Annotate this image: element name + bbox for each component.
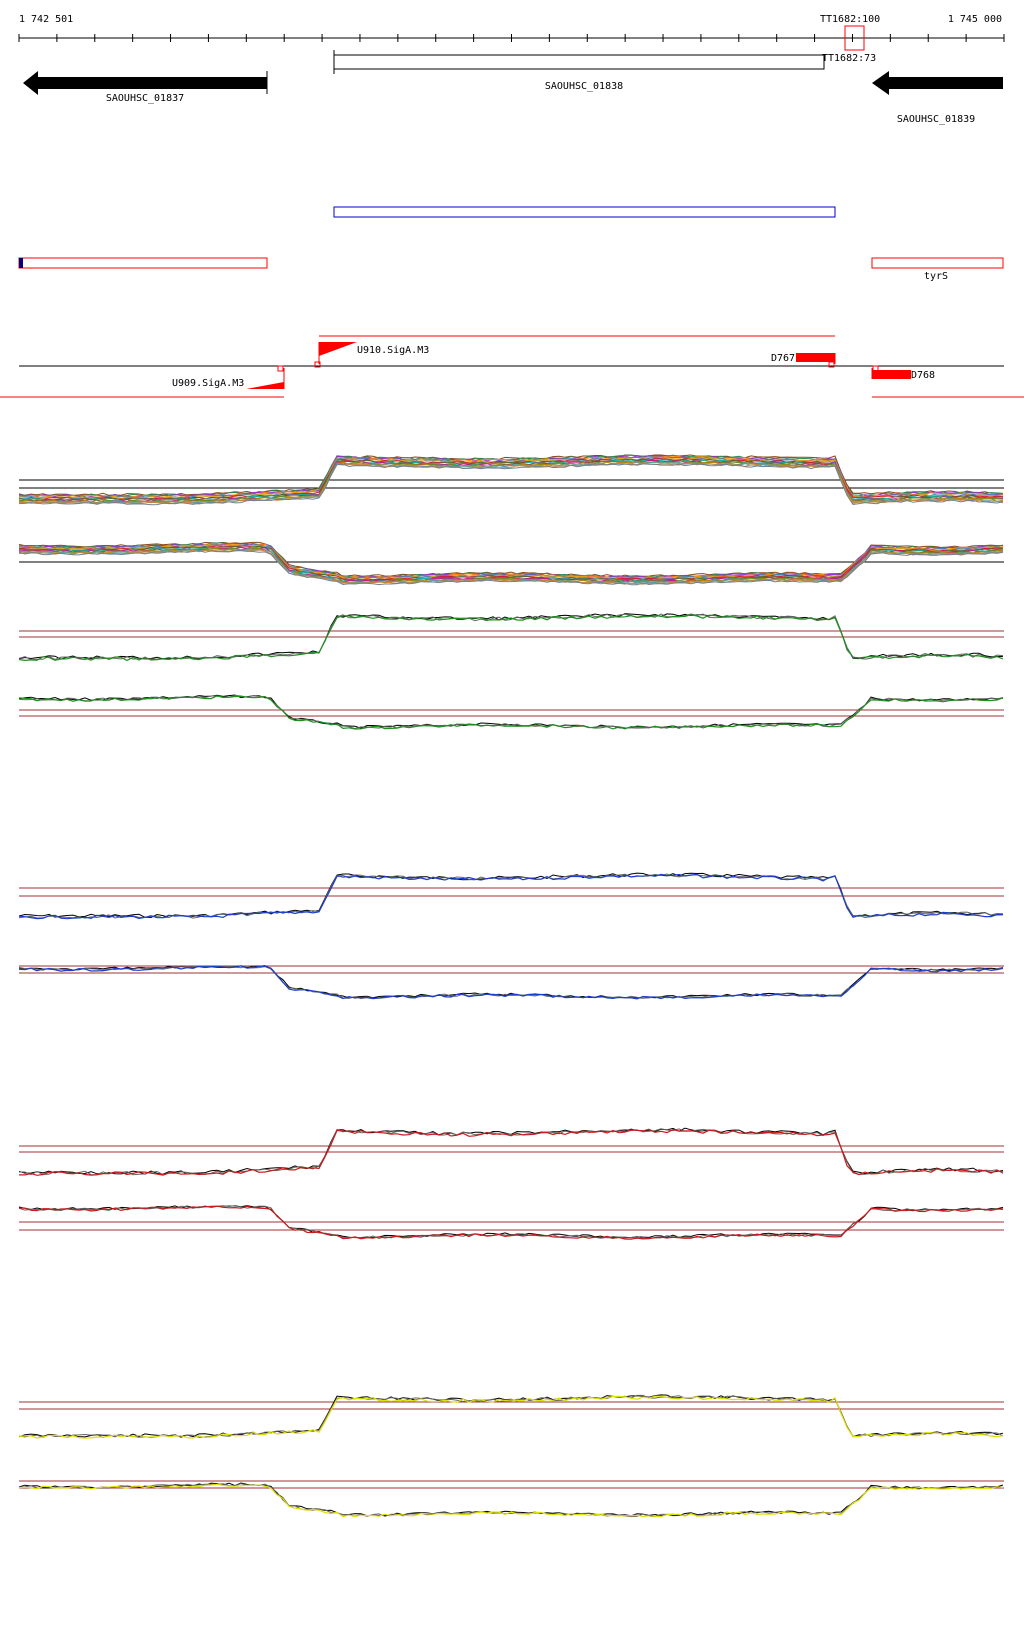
profile-panel-green-plus	[18, 613, 1004, 662]
promoter-u909[interactable]	[246, 382, 284, 389]
terminator-d767-anchor	[828, 361, 835, 368]
red-feature-marker	[19, 258, 23, 268]
promoter-terminator-track: U910.SigA.M3 U909.SigA.M3 D767 D768	[0, 335, 1024, 398]
profile-panel-multi-plus	[18, 454, 1004, 506]
profile-series-line	[18, 545, 1004, 582]
tyrs-label: tyrS	[924, 271, 948, 282]
gene-label-1839: SAOUHSC_01839	[897, 114, 975, 125]
red-feature-box-left[interactable]	[18, 257, 268, 269]
terminator-label-d767: D767	[771, 353, 795, 364]
operon-box-blue[interactable]	[333, 206, 836, 218]
terminator-d768-anchor	[872, 365, 879, 372]
ruler-end-label: 1 745 000	[948, 14, 1002, 25]
promoter-u910[interactable]	[319, 342, 357, 356]
profile-panel-blue-minus	[18, 965, 1004, 1000]
ruler-start-label: 1 742 501	[19, 14, 73, 25]
profile-series-line	[18, 613, 1004, 660]
profile-series-line	[18, 695, 1004, 730]
profile-panel-yellow-minus	[18, 1480, 1004, 1518]
profile-series-line	[18, 694, 1004, 730]
terminator-label-d768: D768	[911, 370, 935, 381]
overlap-feature-label: TT1682:73	[822, 53, 876, 64]
profile-series-line	[18, 1127, 1004, 1175]
tt1682-feature-box[interactable]	[844, 25, 865, 51]
profile-series-line	[19, 1128, 1004, 1176]
profile-panel-multi-minus	[18, 541, 1004, 586]
profile-panel-blue-plus	[18, 872, 1004, 920]
ruler-ticks	[18, 34, 1005, 42]
profile-series-line	[18, 873, 1004, 920]
profile-series-line	[18, 872, 1004, 919]
profile-series-line	[18, 1395, 1004, 1439]
profile-panel-yellow-plus	[18, 1394, 1004, 1439]
feature-tracks: tyrS	[18, 206, 1004, 282]
gene-arrow-1837[interactable]	[23, 71, 267, 95]
profile-panel-green-minus	[18, 694, 1004, 730]
profile-series-line	[18, 965, 1004, 1000]
gene-arrow-1839[interactable]	[872, 71, 1003, 95]
profile-series-line	[18, 456, 1004, 499]
ruler-marker-label: TT1682:100	[820, 14, 880, 25]
promoter-u910-anchor	[314, 361, 321, 368]
profile-series-line	[18, 614, 1004, 662]
promoter-label-u910: U910.SigA.M3	[357, 345, 429, 356]
red-feature-box-right[interactable]	[871, 257, 1004, 269]
profile-panel-red-minus	[18, 1205, 1004, 1240]
profile-series-line	[18, 463, 1004, 506]
gene-label-1837: SAOUHSC_01837	[106, 93, 184, 104]
profile-series-line	[18, 965, 1004, 999]
expression-profiles	[18, 454, 1004, 1518]
terminator-d768[interactable]	[872, 370, 911, 379]
promoter-u909-anchor	[277, 365, 284, 372]
profile-series-line	[18, 454, 1004, 496]
coordinate-ruler: 1 742 501 1 745 000 TT1682:100	[18, 14, 1005, 42]
promoter-label-u909: U909.SigA.M3	[172, 378, 244, 389]
gene-label-1838: SAOUHSC_01838	[545, 81, 623, 92]
profile-series-line	[19, 1205, 1004, 1240]
profile-series-line	[18, 549, 1004, 586]
profile-series-line	[18, 1483, 1004, 1518]
profile-series-line	[18, 965, 1004, 1000]
gene-track: SAOUHSC_01837 SAOUHSC_01838 TT1682:73 SA…	[23, 25, 1003, 125]
terminator-d767[interactable]	[796, 353, 835, 362]
profile-panel-red-plus	[18, 1127, 1004, 1176]
profile-series-line	[18, 455, 1004, 498]
gene-box-1838[interactable]	[333, 54, 825, 70]
profile-series-line	[18, 694, 1004, 729]
